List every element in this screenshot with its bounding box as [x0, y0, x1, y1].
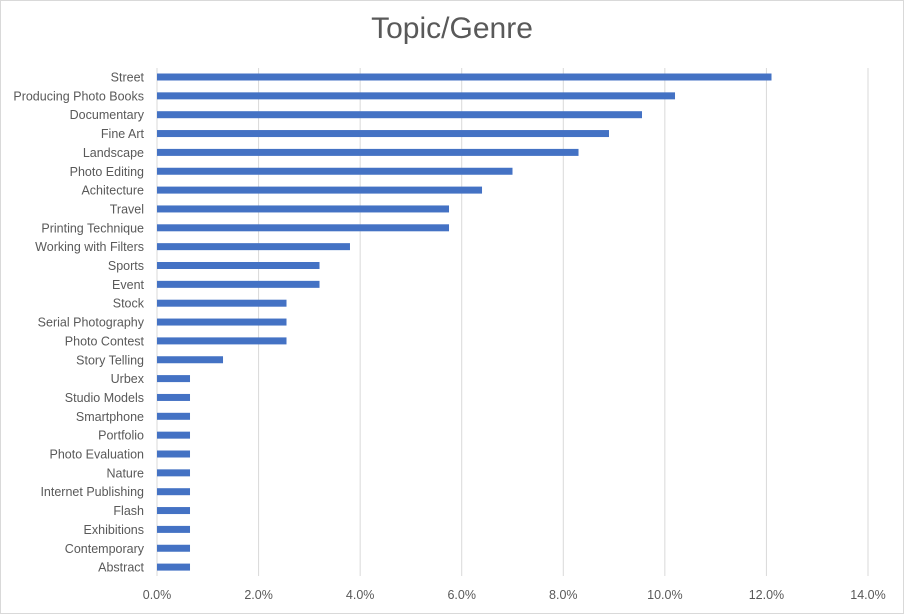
category-label: Printing Technique: [41, 221, 144, 235]
bar: [157, 393, 191, 401]
bar: [157, 262, 320, 269]
category-label: Flash: [113, 504, 144, 518]
category-label: Travel: [110, 202, 144, 216]
category-label: Working with Filters: [35, 240, 144, 254]
bar: [157, 318, 287, 326]
bar: [157, 375, 191, 383]
bar: [157, 431, 191, 439]
category-label: Serial Photography: [38, 316, 145, 330]
bar: [157, 224, 450, 232]
category-label: Stock: [113, 297, 145, 311]
bar: [157, 205, 450, 213]
bar: [157, 563, 191, 571]
category-label: Photo Editing: [70, 165, 144, 179]
bar: [157, 525, 191, 533]
bar: [157, 488, 191, 496]
category-label: Photo Evaluation: [49, 448, 144, 462]
category-label: Smartphone: [76, 410, 144, 424]
bar: [157, 337, 287, 345]
bar: [157, 280, 320, 288]
bar: [157, 450, 191, 458]
x-tick-label: 12.0%: [749, 588, 784, 602]
bar: [157, 73, 772, 81]
x-tick-label: 2.0%: [244, 588, 273, 602]
category-label: Contemporary: [65, 542, 145, 556]
category-label: Producing Photo Books: [13, 89, 144, 103]
x-tick-label: 4.0%: [346, 588, 375, 602]
category-label: Abstract: [98, 561, 144, 575]
bar: [157, 148, 579, 156]
x-tick-label: 6.0%: [447, 588, 476, 602]
category-label: Studio Models: [65, 391, 144, 405]
category-label: Achitecture: [81, 184, 144, 198]
bar: [157, 469, 191, 477]
bar: [157, 130, 609, 138]
category-label: Event: [112, 278, 144, 292]
x-tick-label: 14.0%: [850, 588, 885, 602]
bar: [157, 186, 483, 194]
category-label: Story Telling: [76, 353, 144, 367]
category-label: Street: [111, 71, 145, 85]
category-label: Fine Art: [101, 127, 145, 141]
category-label: Sports: [108, 259, 144, 273]
bar: [157, 356, 224, 364]
x-tick-label: 10.0%: [647, 588, 682, 602]
category-label: Internet Publishing: [40, 485, 144, 499]
category-label: Landscape: [83, 146, 144, 160]
category-label: Photo Contest: [65, 334, 145, 348]
category-label: Documentary: [70, 108, 145, 122]
x-tick-label: 0.0%: [143, 588, 172, 602]
bar: [157, 299, 287, 307]
chart-title: Topic/Genre: [371, 12, 533, 45]
bar: [157, 412, 191, 420]
category-label: Portfolio: [98, 429, 144, 443]
bar: [157, 167, 513, 175]
category-label: Nature: [106, 466, 144, 480]
bar: [157, 243, 350, 251]
bar: [157, 111, 643, 119]
bar: [157, 507, 191, 515]
category-label: Exhibitions: [84, 523, 144, 537]
bar: [157, 92, 676, 100]
category-label: Urbex: [111, 372, 145, 386]
x-tick-label: 8.0%: [549, 588, 578, 602]
bar: [157, 544, 191, 552]
